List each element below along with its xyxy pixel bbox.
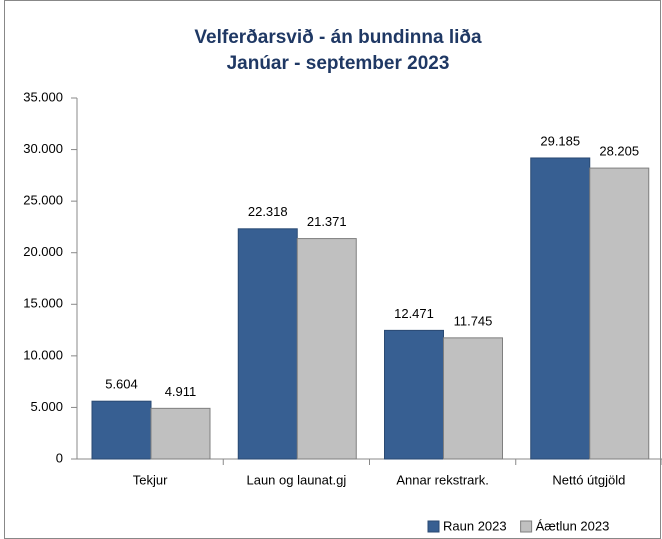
y-tick-label: 30.000	[23, 141, 63, 156]
bar	[296, 238, 357, 460]
legend-label: Áætlun 2023	[536, 518, 610, 533]
value-label: 4.911	[165, 384, 197, 399]
bar	[91, 400, 152, 460]
legend-swatch	[427, 520, 440, 533]
value-label: 21.371	[307, 214, 347, 229]
y-tick-label: 10.000	[23, 347, 63, 362]
y-tick-label: 0	[56, 450, 63, 465]
y-tick-label: 20.000	[23, 244, 63, 259]
x-tick-label: Tekjur	[133, 472, 168, 487]
x-tick-label: Laun og launat.gj	[246, 472, 346, 487]
x-tick-label: Annar rekstrark.	[396, 472, 488, 487]
value-label: 28.205	[599, 144, 639, 159]
chart-title: Velferðarsvið - án bundinna liða	[194, 27, 482, 48]
bar	[384, 329, 444, 460]
chart-subtitle: Janúar - september 2023	[227, 53, 450, 74]
bar	[150, 407, 211, 460]
value-label: 5.604	[105, 377, 138, 392]
bar	[443, 337, 503, 460]
bar	[237, 228, 298, 460]
value-label: 29.185	[540, 133, 580, 148]
x-tick-label: Nettó útgjöld	[552, 472, 625, 487]
bar	[589, 167, 650, 460]
bar	[530, 157, 591, 460]
y-tick-label: 25.000	[23, 193, 63, 208]
y-tick-label: 15.000	[23, 296, 63, 311]
y-tick-label: 35.000	[23, 89, 63, 104]
value-label: 11.745	[454, 313, 493, 328]
legend-label: Raun 2023	[443, 518, 507, 533]
y-tick-label: 5.000	[30, 399, 63, 414]
legend-swatch	[520, 520, 533, 533]
value-label: 22.318	[248, 204, 288, 219]
value-label: 12.471	[394, 306, 434, 321]
